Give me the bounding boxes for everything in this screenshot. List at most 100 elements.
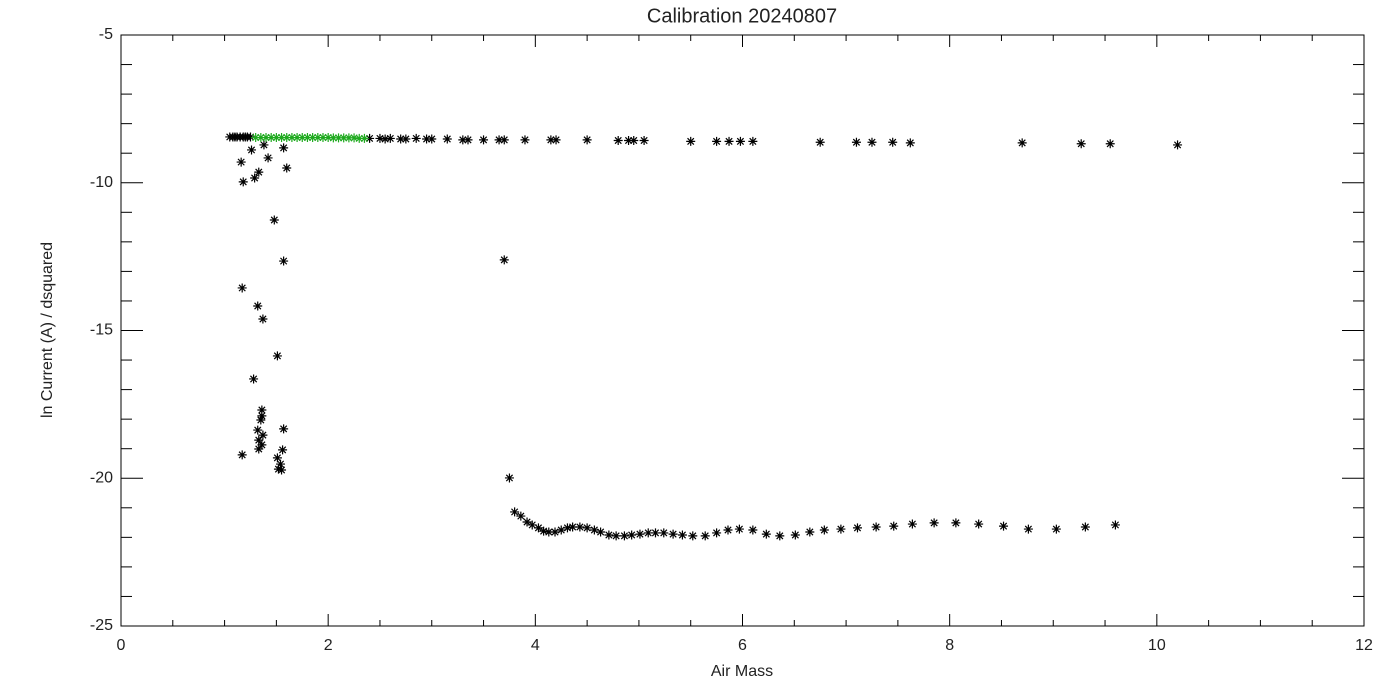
- data-point: [499, 255, 509, 265]
- data-point: [1105, 139, 1115, 149]
- data-point: [249, 374, 259, 384]
- data-point: [422, 134, 432, 144]
- data-point: [302, 133, 312, 143]
- data-point: [257, 405, 267, 415]
- data-point: [375, 133, 385, 143]
- data-point: [551, 135, 561, 145]
- data-point: [1017, 138, 1027, 148]
- data-point: [668, 529, 678, 539]
- data-point: [629, 135, 639, 145]
- data-point: [339, 133, 349, 143]
- data-point: [277, 133, 287, 143]
- data-point: [544, 527, 554, 537]
- y-tick-label: -15: [90, 322, 113, 339]
- data-point: [344, 133, 354, 143]
- data-point: [272, 453, 282, 463]
- data-point: [318, 133, 328, 143]
- data-point: [463, 135, 473, 145]
- data-point: [539, 526, 549, 536]
- data-point: [273, 464, 283, 474]
- data-point: [582, 523, 592, 533]
- data-point: [385, 133, 395, 143]
- data-point: [735, 136, 745, 146]
- data-point: [396, 134, 406, 144]
- data-point: [365, 133, 375, 143]
- data-point: [659, 528, 669, 538]
- data-point: [282, 163, 292, 173]
- data-point: [805, 527, 815, 537]
- data-point: [1080, 522, 1090, 532]
- data-point: [562, 523, 572, 533]
- data-point: [504, 473, 514, 483]
- data-point: [254, 435, 264, 445]
- data-point: [999, 521, 1009, 531]
- x-tick-label: 4: [531, 637, 540, 654]
- data-point: [951, 518, 961, 528]
- data-point: [624, 135, 634, 145]
- data-point: [639, 135, 649, 145]
- data-point: [1173, 140, 1183, 150]
- data-point: [556, 525, 566, 535]
- x-tick-label: 8: [945, 637, 954, 654]
- data-point: [458, 135, 468, 145]
- data-point: [546, 135, 556, 145]
- data-point: [550, 527, 560, 537]
- data-point: [712, 136, 722, 146]
- data-point: [836, 524, 846, 534]
- data-point: [250, 173, 260, 183]
- data-point: [308, 133, 318, 143]
- data-point: [516, 511, 526, 521]
- data-point: [297, 133, 307, 143]
- data-point: [510, 507, 520, 517]
- data-point: [499, 135, 509, 145]
- data-point: [334, 133, 344, 143]
- data-point: [256, 415, 266, 425]
- data-point: [582, 135, 592, 145]
- data-point: [254, 444, 264, 454]
- data-point: [494, 135, 504, 145]
- y-tick-label: -10: [90, 174, 113, 191]
- data-point: [604, 530, 614, 540]
- data-point: [269, 215, 279, 225]
- data-point: [287, 133, 297, 143]
- data-point: [889, 521, 899, 531]
- data-point: [272, 351, 282, 361]
- data-point: [686, 136, 696, 146]
- data-point: [245, 132, 255, 142]
- data-point: [276, 459, 286, 469]
- data-point: [261, 133, 271, 143]
- data-point: [905, 138, 915, 148]
- data-point: [1023, 524, 1033, 534]
- data-point: [815, 137, 825, 147]
- data-point: [974, 519, 984, 529]
- data-point: [775, 531, 785, 541]
- data-point: [677, 530, 687, 540]
- data-point: [479, 135, 489, 145]
- data-point: [635, 529, 645, 539]
- data-point: [867, 137, 877, 147]
- data-point: [258, 314, 268, 324]
- data-point: [256, 133, 266, 143]
- data-point: [277, 465, 287, 475]
- data-point: [748, 525, 758, 535]
- data-point: [253, 301, 263, 311]
- data-point: [251, 133, 261, 143]
- data-point: [328, 133, 338, 143]
- data-point: [790, 530, 800, 540]
- data-point: [724, 136, 734, 146]
- data-point: [380, 134, 390, 144]
- data-point: [527, 520, 537, 530]
- data-point: [253, 425, 263, 435]
- data-point: [278, 445, 288, 455]
- x-axis-label: Air Mass: [711, 663, 773, 680]
- data-point: [568, 522, 578, 532]
- data-point: [259, 140, 269, 150]
- data-point: [279, 143, 289, 153]
- x-tick-label: 0: [117, 637, 126, 654]
- data-point: [236, 157, 246, 167]
- data-point: [748, 136, 758, 146]
- data-point: [237, 450, 247, 460]
- data-point: [263, 153, 273, 163]
- data-point: [411, 133, 421, 143]
- x-tick-label: 12: [1355, 637, 1373, 654]
